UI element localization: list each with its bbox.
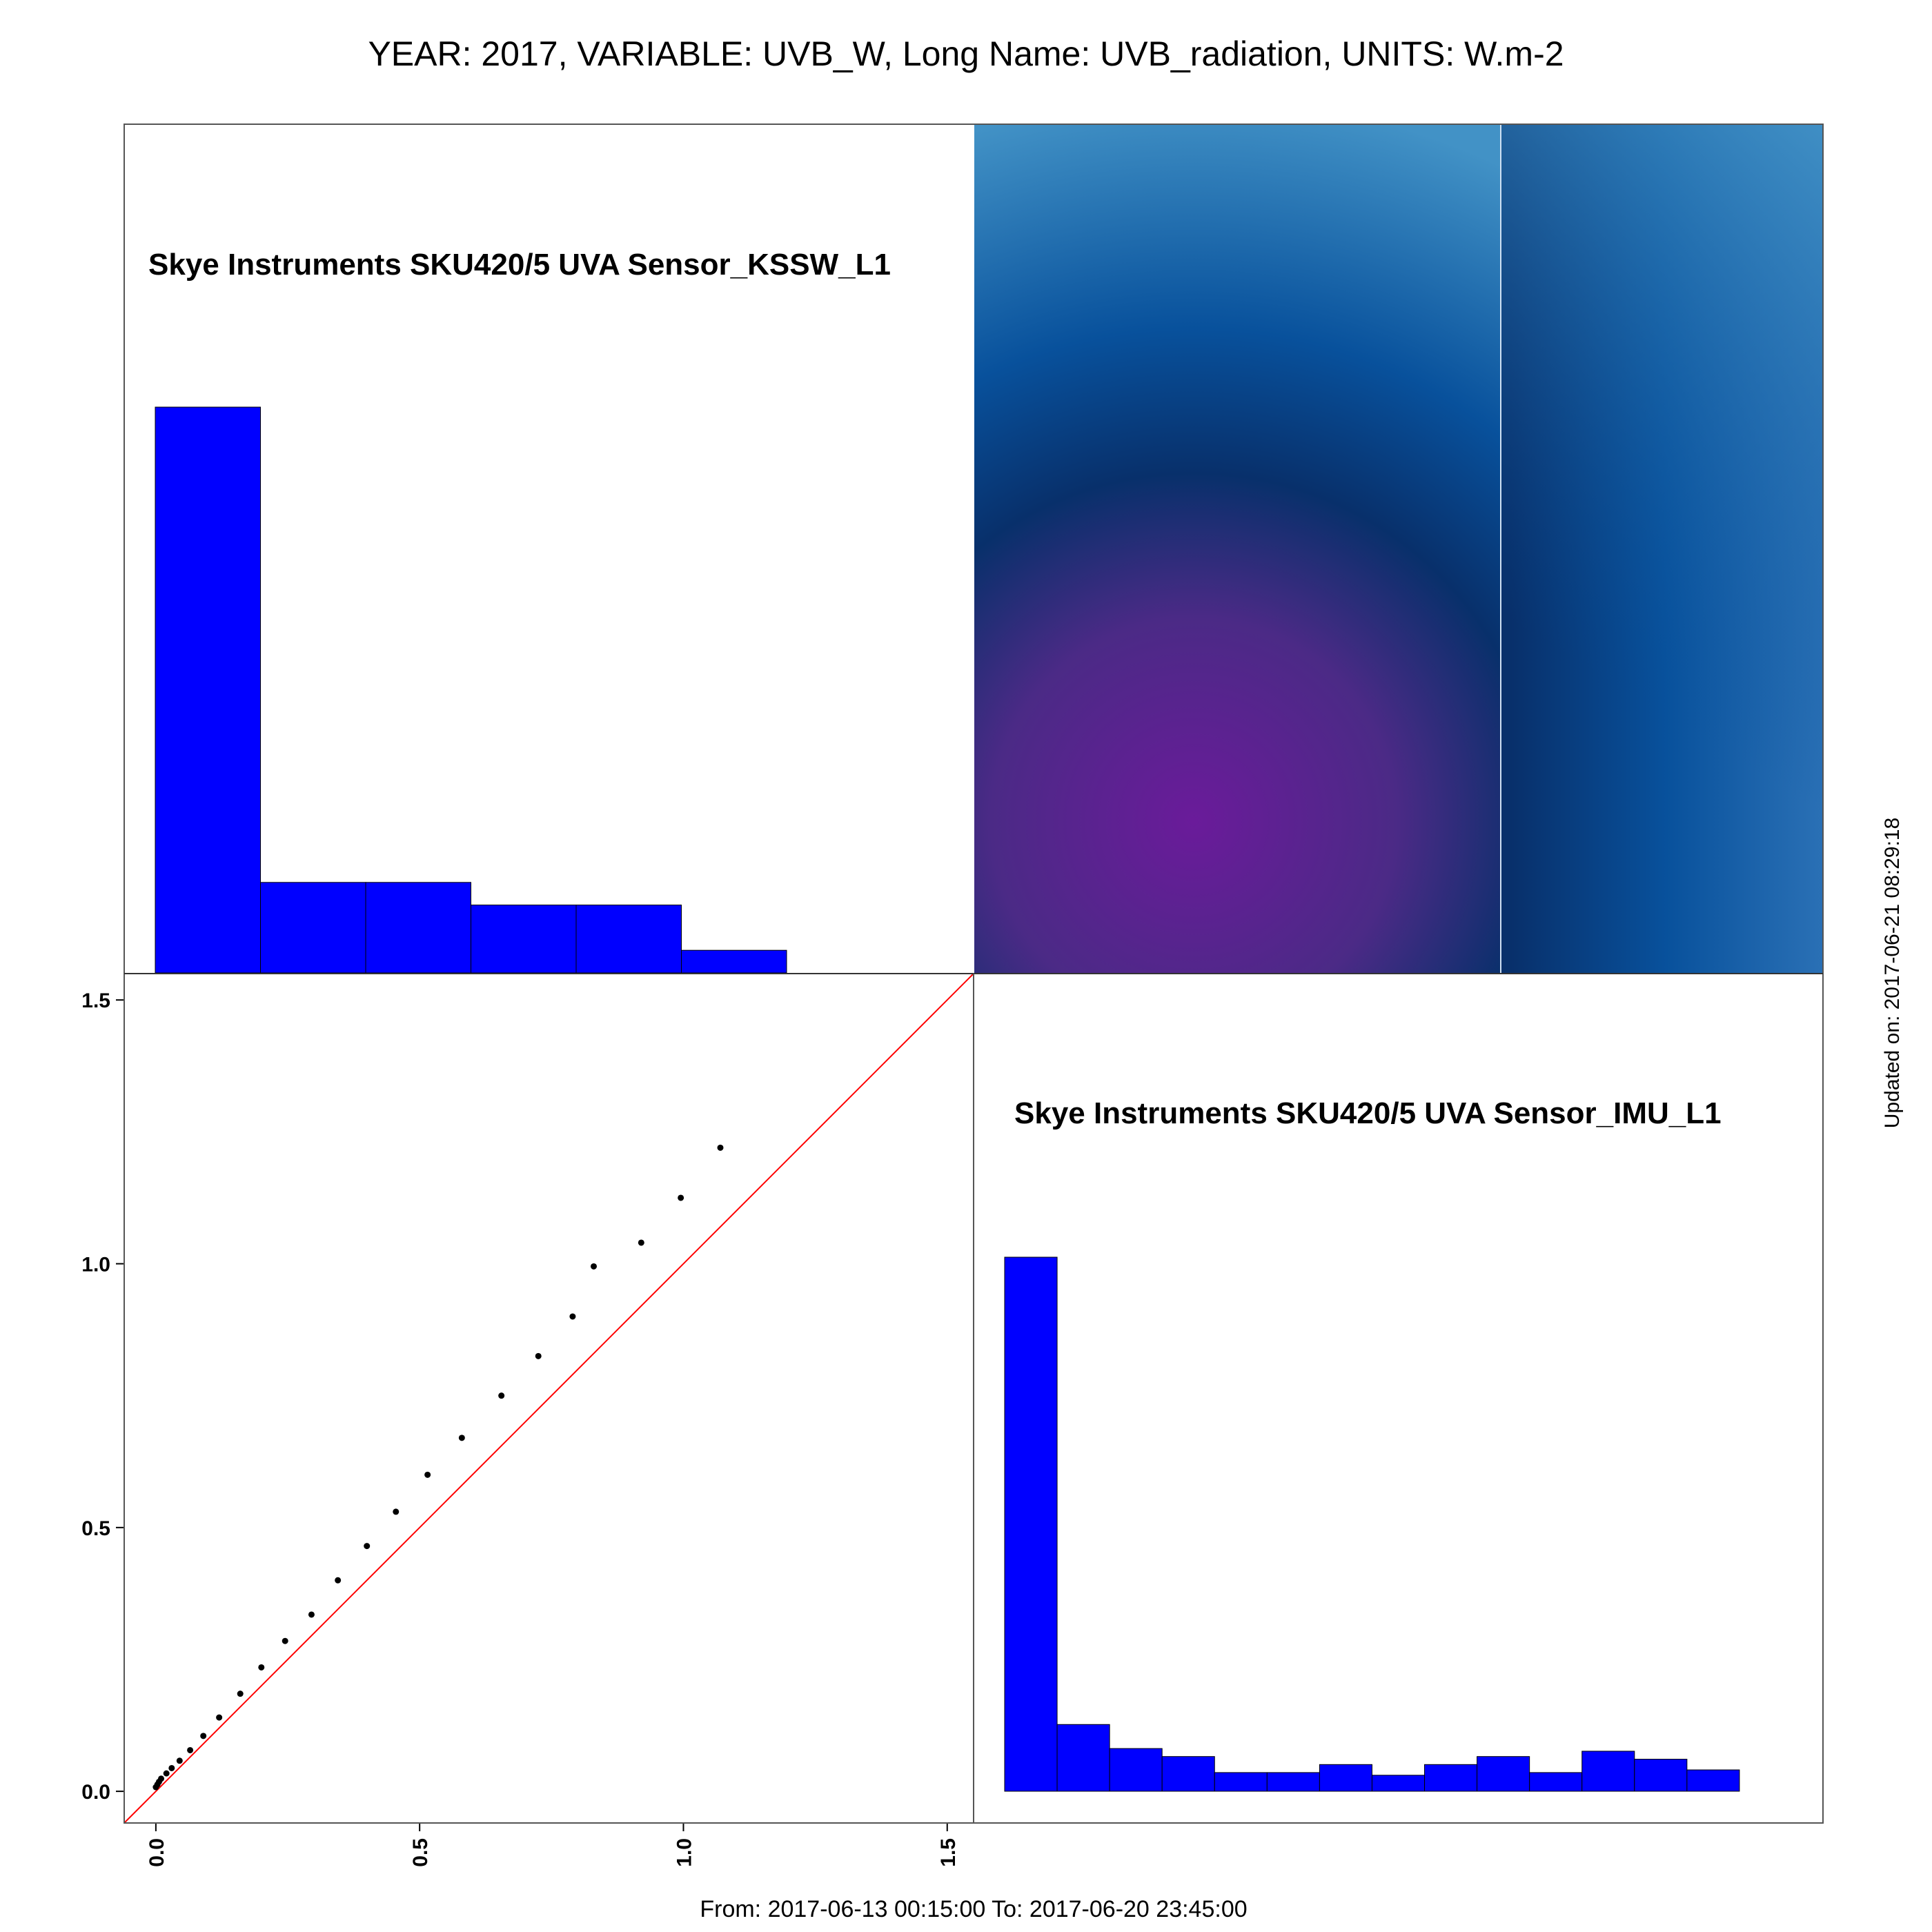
qq-point <box>168 1764 175 1771</box>
qq-point <box>158 1775 165 1782</box>
qq-point <box>498 1392 505 1399</box>
histogram-imu-bar <box>1004 1256 1058 1792</box>
histogram-imu-bar <box>1371 1775 1426 1792</box>
x-tick-label: 1.0 <box>673 1838 696 1867</box>
qq-point <box>216 1714 223 1721</box>
y-tick-label: 0.5 <box>81 1517 110 1540</box>
histogram-imu-label: Skye Instruments SKU420/5 UVA Sensor_IMU… <box>1014 1096 1722 1130</box>
qq-point <box>282 1637 288 1644</box>
histogram-kssw-bar <box>260 882 366 974</box>
qq-point <box>717 1144 724 1151</box>
qq-point <box>458 1435 465 1441</box>
date-range-label: From: 2017-06-13 00:15:00 To: 2017-06-20… <box>700 1896 1247 1922</box>
x-tick-label: 1.5 <box>937 1838 960 1867</box>
qq-plot: 0.0 0.5 1.0 1.5 0.0 0.5 1.0 1.5 <box>81 973 974 1867</box>
qq-reference-line <box>124 973 974 1824</box>
qq-point <box>535 1352 542 1359</box>
histogram-imu-bar <box>1319 1764 1372 1792</box>
histogram-kssw-bar <box>155 406 261 974</box>
qq-point <box>424 1471 431 1478</box>
qq-point <box>237 1690 244 1697</box>
histogram-imu-bar <box>1581 1751 1635 1792</box>
qq-point <box>678 1194 684 1201</box>
y-tick-label: 1.5 <box>81 989 110 1012</box>
histogram-imu-bar <box>1529 1772 1583 1792</box>
qq-point <box>308 1611 315 1618</box>
qq-point <box>393 1508 400 1515</box>
updated-label: Updated on: 2017-06-21 08:29:18 <box>1881 818 1904 1128</box>
y-tick-label: 1.0 <box>81 1254 110 1276</box>
density-panel <box>974 124 1823 973</box>
histogram-imu-bar <box>1424 1764 1478 1792</box>
qq-point <box>258 1664 265 1670</box>
histogram-imu-bar <box>1266 1772 1320 1792</box>
histogram-imu-bar <box>1214 1772 1268 1792</box>
histogram-kssw-label: Skye Instruments SKU420/5 UVA Sensor_KSS… <box>148 248 891 282</box>
histogram-imu-bar <box>1477 1756 1530 1792</box>
x-tick-label: 0.5 <box>409 1838 432 1867</box>
histogram-kssw-bar <box>681 949 787 974</box>
qq-point <box>638 1239 644 1246</box>
qq-point <box>569 1313 576 1320</box>
histogram-imu-bar <box>1056 1724 1110 1792</box>
y-tick-label: 0.0 <box>81 1781 110 1804</box>
panel-frames <box>124 124 1824 1824</box>
histogram-kssw-bar <box>365 882 471 974</box>
density-surface-right-highlight <box>1501 124 1823 973</box>
histogram-imu-bar <box>1161 1756 1215 1792</box>
qq-point <box>335 1577 342 1584</box>
qq-point <box>176 1757 183 1764</box>
histogram-imu-bar <box>1109 1748 1163 1792</box>
qq-point <box>163 1770 170 1777</box>
qq-point <box>200 1733 207 1739</box>
qq-point <box>364 1543 371 1550</box>
qq-point <box>187 1746 194 1753</box>
qq-point <box>590 1263 597 1270</box>
histogram-kssw-bar <box>471 905 577 974</box>
histogram-imu-bar <box>1686 1769 1740 1792</box>
histogram-kssw <box>155 406 787 974</box>
chart-title: YEAR: 2017, VARIABLE: UVB_W, Long Name: … <box>368 34 1564 73</box>
x-tick-label: 0.0 <box>146 1838 168 1867</box>
histogram-imu <box>1004 1256 1740 1792</box>
histogram-kssw-bar <box>575 905 682 974</box>
histogram-imu-bar <box>1634 1759 1688 1792</box>
